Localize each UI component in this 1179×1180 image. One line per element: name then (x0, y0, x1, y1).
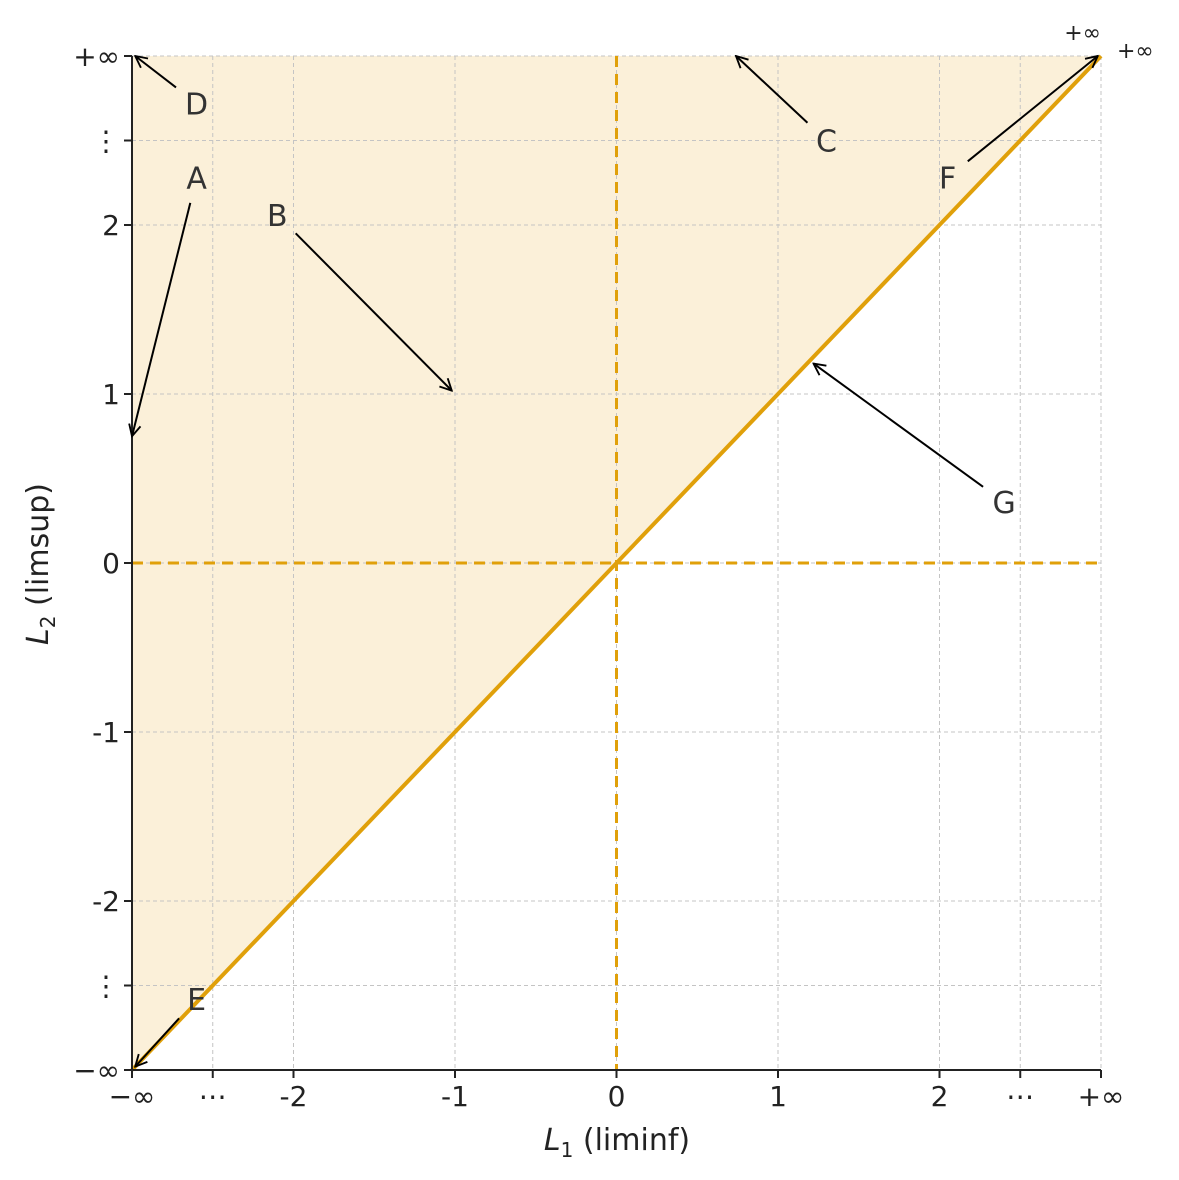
y-tick-label-0: −∞ (73, 1054, 120, 1087)
x-tick-label-2: -2 (280, 1080, 308, 1113)
annotation-arrow-f (967, 56, 1098, 163)
y-tick-label-1: ⋮ (92, 970, 120, 1003)
annotation-label-b: B (267, 199, 288, 234)
y-tick-label-4: 0 (102, 547, 120, 580)
x-tick-label-8: +∞ (1078, 1080, 1125, 1113)
annotation-arrow-c (736, 56, 809, 124)
x-axis-label: L1 (liminf) (544, 1123, 690, 1162)
y-tick-label-8: +∞ (73, 40, 120, 73)
ticks-layer: −∞ ⋯ -2 -1 0 1 2 ⋯ +∞ −∞ ⋮ -2 -1 0 1 2 ⋮ +∞ (73, 40, 1124, 1113)
corner-label-right: +∞ (1117, 39, 1154, 64)
annotation-arrow-g (814, 364, 984, 488)
x-tick-label-5: 1 (769, 1080, 787, 1113)
x-tick-label-0: −∞ (109, 1080, 156, 1113)
y-tick-label-3: -1 (92, 716, 120, 749)
annotation-arrow-b (294, 232, 452, 390)
annotation-label-d: D (185, 87, 208, 122)
annotation-label-c: C (816, 125, 837, 160)
x-tick-label-1: ⋯ (199, 1080, 227, 1113)
y-tick-label-7: ⋮ (92, 125, 120, 158)
annotation-arrow-e (135, 1017, 180, 1066)
x-tick-label-4: 0 (608, 1080, 626, 1113)
annotations-layer: +∞ +∞ D A B C F G E (132, 21, 1154, 1067)
y-tick-label-2: -2 (92, 885, 120, 918)
x-tick-label-7: ⋯ (1006, 1080, 1034, 1113)
y-axis-label: L2 (limsup) (21, 483, 60, 645)
corner-label-top: +∞ (1064, 21, 1101, 46)
y-tick-label-5: 1 (102, 378, 120, 411)
annotation-label-e: E (187, 983, 206, 1018)
series-layer (130, 54, 1103, 1072)
annotation-arrow-d (135, 56, 177, 89)
annotation-arrow-a (132, 202, 192, 436)
annotation-label-f: F (939, 162, 956, 197)
annotation-label-a: A (186, 162, 207, 197)
x-tick-label-6: 2 (931, 1080, 949, 1113)
y-tick-label-6: 2 (102, 209, 120, 242)
x-tick-label-3: -1 (441, 1080, 469, 1113)
annotation-label-g: G (992, 486, 1015, 521)
series-line-0 (130, 54, 1103, 1072)
